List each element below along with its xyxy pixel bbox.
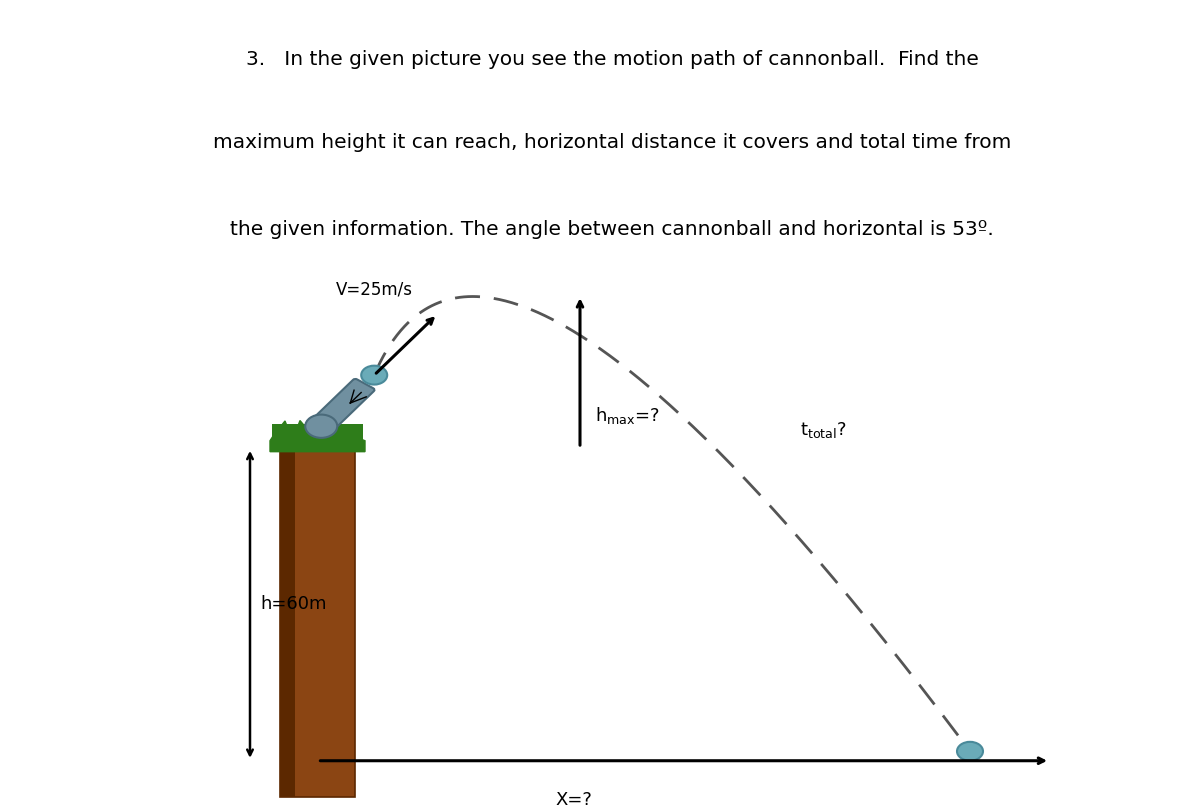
Text: the given information. The angle between cannonball and horizontal is 53º.: the given information. The angle between… [230,220,994,239]
Bar [280,448,355,797]
Circle shape [958,742,983,761]
Bar [272,424,364,452]
Bar [280,448,295,797]
Text: maximum height it can reach, horizontal distance it covers and total time from: maximum height it can reach, horizontal … [212,133,1012,152]
Circle shape [361,366,388,385]
FancyBboxPatch shape [310,379,374,433]
Text: X=?: X=? [556,791,593,808]
Text: V=25m/s: V=25m/s [336,280,413,298]
Text: 3.   In the given picture you see the motion path of cannonball.  Find the: 3. In the given picture you see the moti… [246,50,978,69]
Circle shape [305,415,337,438]
Text: h$_{\mathrm{max}}$=?: h$_{\mathrm{max}}$=? [595,405,660,426]
Text: t$_{\mathrm{total}}$?: t$_{\mathrm{total}}$? [800,420,847,440]
Polygon shape [270,420,365,452]
Text: h=60m: h=60m [260,595,326,613]
